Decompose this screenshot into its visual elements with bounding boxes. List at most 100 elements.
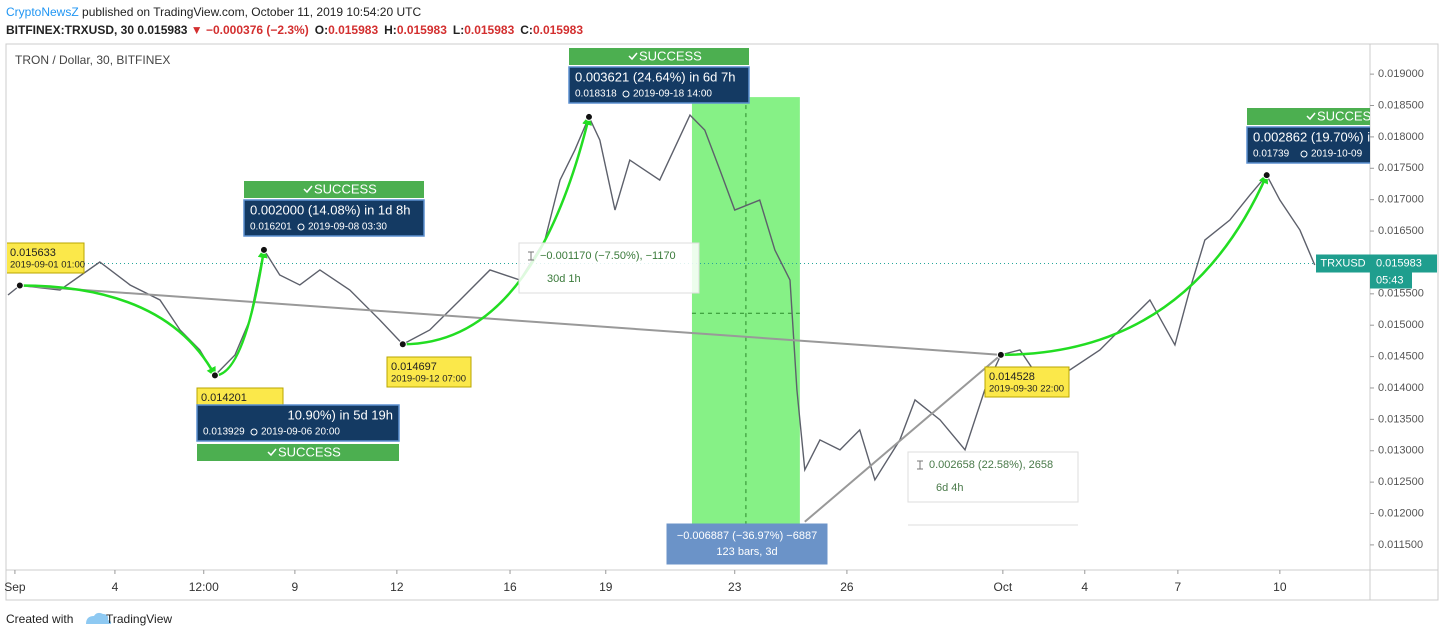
measure-text: 0.002862 (19.70%) in <box>1253 129 1377 144</box>
ruler-duration: 30d 1h <box>547 273 581 285</box>
pivot-label-value: 0.014528 <box>989 371 1035 383</box>
ohlc-value: 0.015983 <box>397 23 447 37</box>
measure-box <box>243 199 425 237</box>
projection-curve <box>1000 173 1269 357</box>
publisher: CryptoNewsZ <box>6 5 79 19</box>
status-text: SUCCESS <box>1317 108 1380 123</box>
ohlc-label: C: <box>520 23 533 37</box>
status-bar <box>569 48 749 65</box>
ohlc-label: H: <box>384 23 397 37</box>
projection-curve <box>402 114 592 346</box>
pivot-label-value: 0.014697 <box>391 361 437 373</box>
pivot-dot <box>584 112 593 121</box>
y-tick-label: 0.018000 <box>1378 131 1424 143</box>
chart-title: TRON / Dollar, 30, BITFINEX <box>15 53 170 67</box>
y-tick-label: 0.014000 <box>1378 382 1424 394</box>
projection-curve <box>214 247 268 377</box>
x-tick-label: Sep <box>4 580 26 594</box>
countdown-box <box>1370 272 1412 289</box>
last-price-name: TRXUSD <box>1320 257 1365 269</box>
x-tick-label: 19 <box>599 580 613 594</box>
y-tick-label: 0.012000 <box>1378 507 1424 519</box>
y-tick-label: 0.019000 <box>1378 68 1424 80</box>
trend-line <box>804 354 1002 523</box>
status-check <box>267 448 277 457</box>
y-tick-label: 0.012500 <box>1378 476 1424 488</box>
pivot-label-box <box>984 366 1070 398</box>
x-tick-label: 12:00 <box>189 580 219 594</box>
published: published on TradingView.com, October 11… <box>82 5 421 19</box>
measure-time: 2019-09-06 20:00 <box>261 427 340 438</box>
pivot-label-time: 2019-09-01 01:00 <box>10 260 85 271</box>
status-text: SUCCESS <box>278 444 341 459</box>
measure-price: 0.018318 <box>575 89 617 100</box>
ohlc-label: L: <box>453 23 464 37</box>
clock-icon <box>622 90 630 98</box>
ruler-duration: 6d 4h <box>936 482 964 494</box>
y-tick-label: 0.013000 <box>1378 445 1424 457</box>
x-tick-label: 12 <box>390 580 404 594</box>
footer-created: Created with <box>6 612 73 626</box>
last-price-box <box>1370 254 1437 273</box>
clock-icon <box>297 223 305 231</box>
y-tick-label: 0.017500 <box>1378 162 1424 174</box>
ohlc-value: 0.015983 <box>464 23 514 37</box>
measure-time: 2019-10-09 <box>1311 149 1363 160</box>
measure-text: 0.002000 (14.08%) in 1d 8h <box>250 202 410 217</box>
ruler-icon <box>917 460 923 470</box>
pivot-dot <box>996 350 1005 359</box>
logo-icon <box>86 612 112 624</box>
ruler-icon <box>528 251 534 261</box>
ruler-text: −0.001170 (−7.50%), −1170 <box>540 250 676 262</box>
y-tick-label: 0.017000 <box>1378 194 1424 206</box>
measure-price: 0.013929 <box>203 427 245 438</box>
ruler-text: −0.006887 (−36.97%) −6887 <box>677 530 817 542</box>
status-bar <box>244 181 424 198</box>
countdown: 05:43 <box>1376 274 1404 286</box>
pivot-label-box <box>386 356 472 388</box>
ruler-duration: 123 bars, 3d <box>716 546 777 558</box>
x-tick-label: 4 <box>112 580 119 594</box>
symbol-line: BITFINEX:TRXUSD, 30 0.015983 ▼ −0.000376… <box>6 23 583 37</box>
ruler-box <box>518 242 700 294</box>
ruler-box <box>666 523 828 565</box>
x-tick-label: 7 <box>1175 580 1182 594</box>
projection-curve <box>19 284 217 378</box>
pivot-dot <box>1262 171 1271 180</box>
pivot-label-time: 2019-09-12 07:00 <box>391 374 466 385</box>
status-check <box>303 185 313 194</box>
measure-text: 10.90%) in 5d 19h <box>287 407 393 422</box>
last-price-name-box <box>1316 254 1370 273</box>
pivot-dot <box>210 371 219 380</box>
status-check <box>1306 112 1316 121</box>
status-bar <box>197 444 399 461</box>
header-line: CryptoNewsZ published on TradingView.com… <box>6 5 421 19</box>
ruler-box <box>907 451 1079 503</box>
spacer <box>6 570 1438 600</box>
measure-time: 2019-09-18 14:00 <box>633 89 712 100</box>
status-text: SUCCESS <box>639 48 702 63</box>
chart-frame <box>5 43 1439 601</box>
y-tick-label: 0.016500 <box>1378 225 1424 237</box>
pivot-dot <box>398 340 407 349</box>
change: ▼ −0.000376 (−2.3%) <box>191 23 309 37</box>
y-tick-label: 0.015000 <box>1378 319 1424 331</box>
status-check <box>628 52 638 61</box>
footer-brand: TradingView <box>106 612 172 626</box>
measure-box <box>568 66 750 104</box>
measure-box <box>1246 126 1370 164</box>
measure-box <box>196 404 400 442</box>
y-tick-label: 0.011500 <box>1378 539 1423 551</box>
last-price-value: 0.015983 <box>1376 257 1422 269</box>
measure-time: 2019-09-08 03:30 <box>308 222 387 233</box>
x-tick-label: 4 <box>1081 580 1088 594</box>
pivot-dot <box>15 281 24 290</box>
measure-price: 0.01739 <box>1253 149 1290 160</box>
measure-price: 0.016201 <box>250 222 292 233</box>
x-tick-label: 23 <box>728 580 742 594</box>
pivot-label-time: 2019-09-30 22:00 <box>989 384 1064 395</box>
price: 0.015983 <box>137 23 187 37</box>
ohlc-label: O: <box>315 23 328 37</box>
x-tick-label: 16 <box>503 580 517 594</box>
